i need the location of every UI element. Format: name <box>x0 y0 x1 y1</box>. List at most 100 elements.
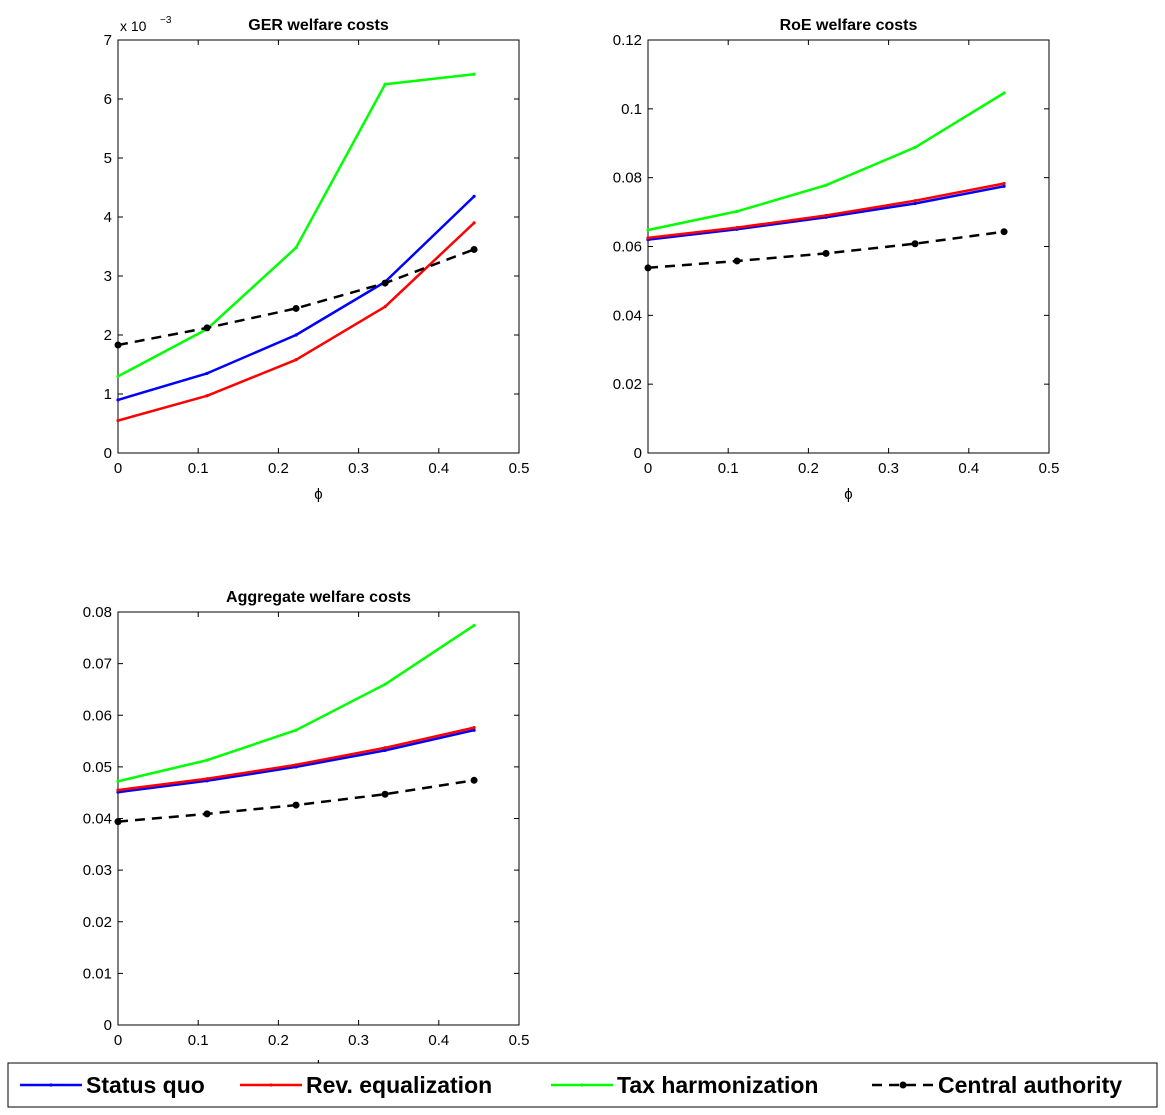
y-tick-label: 2 <box>104 327 112 344</box>
x-tick-label: 0 <box>114 460 122 477</box>
y-tick-label: 0.03 <box>83 862 112 879</box>
y-tick-label: 3 <box>104 268 112 285</box>
y-tick-label: 1 <box>104 386 112 403</box>
data-point-status-quo <box>1002 184 1006 188</box>
x-tick-label: 0.4 <box>428 460 449 477</box>
data-point-central-authority <box>911 240 919 248</box>
data-point-rev-equalization <box>294 358 298 362</box>
plot-area <box>647 39 1050 454</box>
legend-label-status-quo: Status quo <box>86 1072 205 1098</box>
data-point-status-quo <box>294 333 298 337</box>
chart-title: RoE welfare costs <box>780 17 918 34</box>
x-tick-label: 0 <box>644 460 652 477</box>
x-tick-label: 0.2 <box>268 460 289 477</box>
data-point-status-quo <box>383 748 387 752</box>
data-point-tax-harmonization <box>472 623 476 628</box>
x-tick-label: 0.3 <box>348 460 369 477</box>
data-point-central-authority <box>114 341 122 349</box>
data-point-rev-equalization <box>824 213 828 218</box>
data-point-tax-harmonization <box>294 246 298 250</box>
data-point-tax-harmonization <box>383 82 387 86</box>
legend: Status quo Rev. equalization Tax harmoniza… <box>7 1062 1158 1108</box>
y-tick-label: 0.05 <box>83 759 112 776</box>
data-point-rev-equalization <box>472 726 476 730</box>
plot-area <box>117 611 520 1026</box>
y-tick-label: 0 <box>634 445 642 462</box>
data-point-tax-harmonization <box>116 374 120 378</box>
x-tick-label: 0.2 <box>268 1032 289 1049</box>
x-tick-label: 0.1 <box>718 460 739 477</box>
data-point-tax-harmonization <box>116 779 120 783</box>
data-point-rev-equalization <box>205 777 209 781</box>
data-point-central-authority <box>1000 228 1008 236</box>
data-point-rev-equalization <box>1002 181 1006 186</box>
legend-label-tax-harmonization: Tax harmonization <box>617 1072 819 1098</box>
y-tick-label: 7 <box>104 32 112 49</box>
data-point-central-authority <box>114 818 122 826</box>
data-point-tax-harmonization <box>383 682 387 686</box>
aggregate-welfare-costs-chart: 0 0.1 0.2 0.3 0.4 0.5 0 0.01 0.02 0.03 0.04 0.05 0.0… <box>83 589 530 1075</box>
data-point-rev-equalization <box>383 305 387 309</box>
x-tick-label: 0.3 <box>348 1032 369 1049</box>
chart-title: GER welfare costs <box>248 17 389 34</box>
y-tick-label: 0 <box>104 445 112 462</box>
data-point-central-authority <box>644 264 652 272</box>
y-exponent-label: x 10 <box>120 18 147 34</box>
y-tick-label: 0.01 <box>83 965 112 982</box>
legend-marker-tax-harmonization <box>580 1083 584 1087</box>
ger-welfare-costs-chart: 0 0.1 0.2 0.3 0.4 0.5 0 1 2 3 4 5 6 7 GER welfare cost… <box>104 15 530 503</box>
x-tick-label: 0.5 <box>1039 460 1060 477</box>
x-tick-label: 0.5 <box>509 1032 530 1049</box>
data-point-tax-harmonization <box>646 228 650 232</box>
data-point-rev-equalization <box>116 788 120 792</box>
y-tick-label: 6 <box>104 91 112 108</box>
legend-label-central-authority: Central authority <box>938 1072 1122 1098</box>
data-point-tax-harmonization <box>472 72 476 76</box>
plot-area <box>117 39 520 454</box>
y-tick-label: 0 <box>104 1017 112 1034</box>
data-point-rev-equalization <box>383 746 387 750</box>
y-tick-label: 0.08 <box>83 604 112 621</box>
data-point-rev-equalization <box>913 199 917 203</box>
y-tick-label: 0.06 <box>613 239 642 256</box>
data-point-tax-harmonization <box>294 728 298 732</box>
data-point-tax-harmonization <box>1002 91 1006 95</box>
roe-welfare-costs-chart: 0 0.1 0.2 0.3 0.4 0.5 0 0.02 0.04 0.06 0.08 0.1 0.12… <box>613 17 1060 503</box>
data-point-rev-equalization <box>205 394 209 398</box>
y-tick-label: 0.06 <box>83 707 112 724</box>
y-tick-label: 0.04 <box>83 811 112 828</box>
data-point-central-authority <box>733 257 741 265</box>
data-point-central-authority <box>203 324 211 332</box>
y-exponent-power: −3 <box>160 15 172 26</box>
y-tick-label: 0.02 <box>613 376 642 393</box>
data-point-rev-equalization <box>735 225 739 230</box>
y-tick-label: 4 <box>104 209 112 226</box>
data-point-status-quo <box>205 371 209 375</box>
data-point-central-authority <box>470 245 478 253</box>
x-tick-label: 0.4 <box>958 460 979 477</box>
data-point-central-authority <box>822 249 830 257</box>
y-tick-label: 0.02 <box>83 914 112 931</box>
x-axis-label: ϕ <box>314 486 322 503</box>
data-point-status-quo <box>472 728 476 732</box>
data-point-rev-equalization <box>472 221 476 225</box>
data-point-tax-harmonization <box>205 758 209 762</box>
data-point-central-authority <box>292 304 300 312</box>
data-point-rev-equalization <box>116 418 120 423</box>
data-point-tax-harmonization <box>913 145 917 149</box>
legend-marker-rev-equalization <box>269 1083 273 1087</box>
data-point-rev-equalization <box>294 763 298 767</box>
x-tick-label: 0.1 <box>188 460 209 477</box>
x-tick-label: 0.2 <box>798 460 819 477</box>
y-tick-label: 5 <box>104 150 112 167</box>
data-point-central-authority <box>203 810 211 818</box>
data-point-tax-harmonization <box>824 183 828 187</box>
data-point-central-authority <box>292 801 300 809</box>
data-point-central-authority <box>470 776 478 784</box>
data-point-status-quo <box>116 398 120 402</box>
y-tick-label: 0.04 <box>613 307 642 324</box>
data-point-status-quo <box>913 201 917 206</box>
x-tick-label: 0.5 <box>509 460 530 477</box>
data-point-status-quo <box>472 194 476 198</box>
